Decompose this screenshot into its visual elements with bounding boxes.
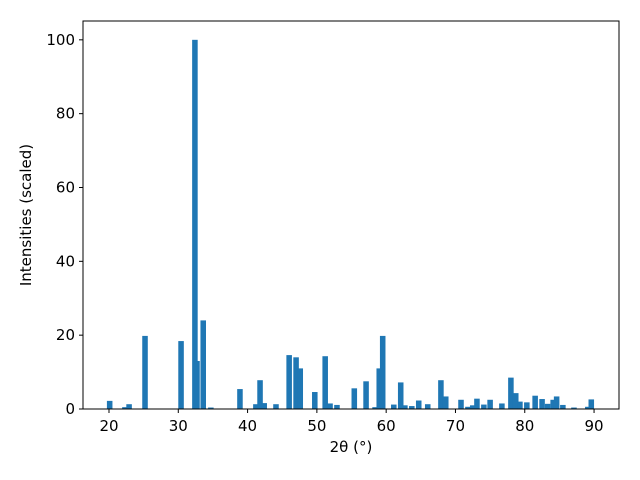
bar [532,395,538,409]
bar [402,405,408,409]
bar [499,403,505,409]
bar [178,341,184,409]
y-tick-label: 0 [65,400,75,418]
bar [550,399,556,409]
x-tick-label: 20 [99,417,118,435]
bar [588,399,595,409]
bar [200,320,206,409]
bar [470,405,476,409]
bar [442,396,449,409]
bar [192,39,198,409]
bar [544,403,551,409]
bar [372,407,378,409]
bar [571,407,577,409]
bar [363,381,369,409]
y-tick-label: 60 [56,178,75,196]
x-tick-label: 90 [585,417,604,435]
bar [312,392,318,409]
bar [286,355,292,409]
bar [351,388,358,409]
y-tick-label: 80 [56,105,75,123]
x-tick-label: 70 [446,417,465,435]
bar [424,404,431,409]
y-tick-label: 40 [56,252,75,270]
bar [391,404,397,409]
bar [253,404,259,409]
bar [126,404,132,409]
bar [415,400,422,409]
bar [481,404,487,409]
x-tick-label: 40 [238,417,257,435]
bar [376,368,383,409]
bar [122,407,128,409]
bar [257,380,263,409]
bar [585,406,591,409]
bar [208,407,214,409]
bar [553,396,560,409]
bar [524,402,530,409]
bar [487,399,493,409]
bar [379,335,386,409]
bar [273,404,279,409]
bar [508,377,514,409]
bar [397,382,404,409]
bar [297,368,304,409]
bar [512,393,519,409]
bar [458,399,464,409]
bar [261,403,267,409]
bar [474,398,480,409]
bar [237,389,243,409]
y-tick-label: 20 [56,326,75,344]
bar [322,356,328,409]
y-tick-label: 100 [46,31,75,49]
bar [194,361,200,409]
x-tick-label: 30 [169,417,188,435]
bar [334,404,340,409]
bar [560,404,566,409]
x-tick-label: 60 [377,417,396,435]
bar [465,406,471,409]
bar [409,406,415,409]
bar [106,400,113,409]
bar [142,335,148,409]
bar [517,401,523,409]
x-tick-label: 50 [307,417,326,435]
x-axis-label: 2θ (°) [330,438,373,456]
plot-frame [82,20,620,410]
bar [327,403,333,409]
bar [293,357,299,409]
bar [539,399,545,409]
y-axis-label: Intensities (scaled) [17,144,35,286]
bar [438,380,444,409]
x-tick-label: 80 [515,417,534,435]
